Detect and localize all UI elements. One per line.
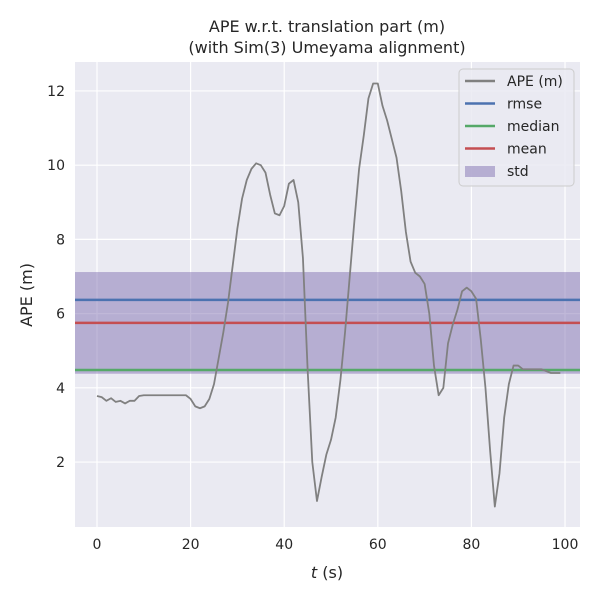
legend-box: [458, 68, 575, 187]
y-tick-label: 10: [47, 158, 65, 174]
y-tick-label: 4: [56, 381, 65, 397]
chart-title: APE w.r.t. translation part (m): [209, 17, 445, 36]
x-axis-label-unit: (s): [317, 563, 343, 582]
ape-series-line: [96, 82, 561, 508]
chart-subtitle: (with Sim(3) Umeyama alignment): [188, 38, 465, 57]
x-axis-label: t (s): [311, 563, 343, 582]
y-tick-label: 6: [56, 307, 65, 323]
x-tick-label: 100: [552, 537, 579, 553]
legend-swatch-std: [465, 166, 495, 177]
y-tick-label: 2: [56, 455, 65, 471]
x-tick-label: 40: [275, 537, 293, 553]
x-tick-label: 60: [369, 537, 387, 553]
legend-label: APE (m): [507, 74, 563, 90]
x-tick-label: 20: [182, 537, 200, 553]
x-axis-label-var: t: [311, 563, 318, 582]
y-axis-label: APE (m): [17, 263, 36, 327]
y-tick-label: 8: [56, 232, 65, 248]
x-tick-label: 0: [93, 537, 102, 553]
legend-label: rmse: [507, 97, 542, 113]
x-tick-label: 80: [463, 537, 481, 553]
legend-label: mean: [507, 142, 547, 158]
legend-label: median: [507, 119, 559, 135]
legend-label: std: [507, 164, 529, 180]
legend: APE (m) rmse median mean std: [458, 68, 575, 187]
y-tick-label: 12: [47, 84, 65, 100]
